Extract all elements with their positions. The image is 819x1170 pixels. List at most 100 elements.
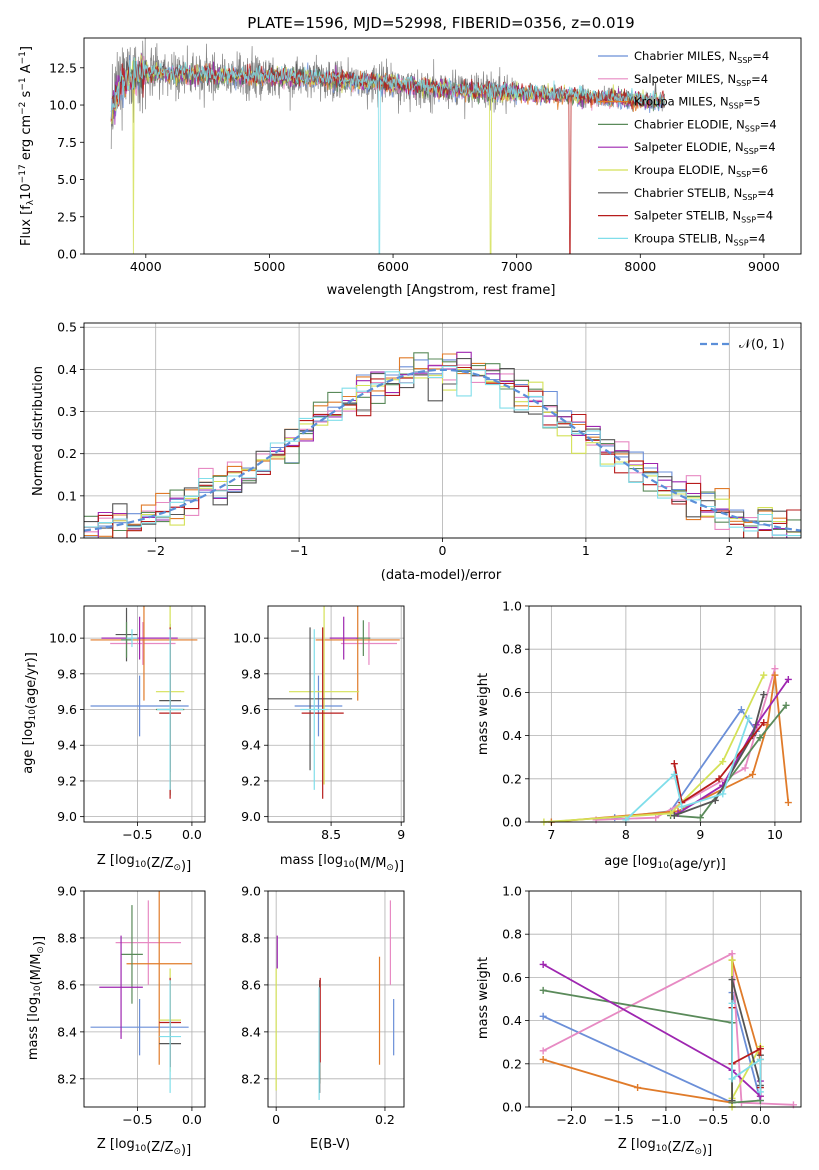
mass-vs-z-y-tick-label: 9.0 — [57, 884, 77, 899]
massweight-vs-z-marker-kroupa-miles — [634, 1084, 642, 1092]
massweight-vs-age-y-tick-label: 0.4 — [502, 728, 522, 743]
age-vs-mass-errorbars — [268, 606, 400, 799]
massweight-vs-z-marker-chabrier-elodie — [539, 986, 547, 994]
age-vs-z-y-tick-label: 9.0 — [57, 809, 77, 824]
massweight-vs-z-marker-chabrier-stelib — [728, 976, 736, 984]
massweight-vs-age-x-tick-label: 9 — [696, 827, 704, 842]
mass-vs-ebv-y-tick-label: 8.8 — [241, 930, 261, 945]
massweight-vs-z-marker-salpeter-elodie — [539, 960, 547, 968]
histogram-step-chabrier-elodie — [84, 352, 801, 532]
mass-vs-extinction-panel: 0 0.2 8.2 8.4 8.6 8.8 9.0 — [241, 884, 405, 1127]
legend-label-kroupa-stelib: Kroupa STELIB, NSSP=4 — [634, 231, 765, 247]
spectrum-panel: PLATE=1596, MJD=52998, FIBERID=0356, z=0… — [18, 14, 802, 298]
residual-x-tick-label: 2 — [725, 543, 733, 558]
mass-vs-ebv-y-tick-label: 9.0 — [241, 884, 261, 899]
spectrum-y-tick-label: 7.5 — [57, 135, 77, 150]
legend-label-kroupa-elodie: Kroupa ELODIE, NSSP=6 — [634, 163, 768, 179]
massweight-vs-age-marker-chabrier-stelib — [711, 796, 719, 804]
mass-vs-z-y-tick-label: 8.4 — [57, 1024, 77, 1039]
residual-legend: 𝒩(0, 1) — [700, 336, 785, 351]
mass-vs-ebv-y-tick-label: 8.2 — [241, 1071, 261, 1086]
spectrum-legend: Chabrier MILES, NSSP=4 Salpeter MILES, NS… — [598, 49, 777, 247]
massweight-vs-z-frame — [528, 890, 802, 1108]
legend-label-salpeter-miles: Salpeter MILES, NSSP=4 — [634, 72, 768, 88]
mass-vs-z-x-axis-label: Z [log10(Z/Z⊙)] — [97, 1137, 191, 1158]
massweight-vs-age-marker-kroupa-stelib — [678, 803, 686, 811]
massweight-vs-z-x-tick-label: −2.0 — [556, 1112, 586, 1127]
mass-vs-z-x-tick-label: −0.5 — [122, 1112, 152, 1127]
mass-vs-ebv-frame — [267, 890, 405, 1108]
massweight-vs-age-marker-kroupa-elodie — [667, 809, 675, 817]
residual-x-tick-label: 1 — [582, 543, 590, 558]
massweight-vs-z-marker-kroupa-stelib — [756, 1055, 764, 1063]
massweight-vs-age-marker-chabrier-miles — [737, 706, 745, 714]
mass-vs-z-errorbars — [90, 891, 192, 1093]
spectrum-y-tick-label: 5.0 — [57, 172, 77, 187]
massweight-vs-z-y-tick-label: 0.6 — [502, 970, 522, 985]
massweight-vs-z-marker-chabrier-miles — [539, 1012, 547, 1020]
spectrum-frame — [83, 37, 802, 255]
spectrum-x-axis-label: wavelength [Angstrom, rest frame] — [327, 283, 556, 298]
spectrum-lines — [110, 38, 666, 254]
age-vs-mass-frame — [267, 605, 405, 823]
age-vs-z-y-tick-label: 9.6 — [57, 702, 77, 717]
legend-label-salpeter-elodie: Salpeter ELODIE, NSSP=4 — [634, 140, 776, 156]
massweight-vs-age-marker-chabrier-elodie — [782, 701, 790, 709]
massweight-vs-age-marker-kroupa-elodie — [760, 671, 768, 679]
massweight-vs-age-marker-chabrier-elodie — [696, 814, 704, 822]
age-vs-mass-x-tick-label: 8.5 — [321, 827, 341, 842]
massweight-vs-z-x-tick-label: −1.0 — [651, 1112, 681, 1127]
residual-histogram-axes: −2 −1 0 1 2 0.0 0.1 0.2 0.3 0.4 0.5 — [57, 320, 802, 558]
mass-vs-ebv-errorbars — [275, 900, 395, 1100]
age-vs-z-x-axis-label: Z [log10(Z/Z⊙)] — [97, 853, 191, 874]
spectrum-model-line-kroupa-stelib — [110, 56, 665, 254]
massweight-vs-age-marker-chabrier-stelib — [760, 691, 768, 699]
age-vs-mass-x-tick-label: 9 — [397, 827, 405, 842]
mass-vs-ebv-x-tick-label: 0 — [272, 1112, 280, 1127]
massweight-vs-z-line-salpeter-miles — [542, 952, 794, 1106]
massweight-vs-age-marker-kroupa-miles — [784, 799, 792, 807]
legend-label-chabrier-miles: Chabrier MILES, NSSP=4 — [634, 49, 769, 65]
massweight-vs-age-marker-salpeter-stelib — [760, 719, 768, 727]
age-vs-z-y-tick-label: 9.8 — [57, 666, 77, 681]
massweight-vs-z-marker-salpeter-miles — [539, 1047, 547, 1055]
residual-x-tick-label: −1 — [290, 543, 308, 558]
massweight-vs-z-y-tick-label: 0.8 — [502, 927, 522, 942]
massweight-vs-z-y-tick-label: 0.2 — [502, 1056, 522, 1071]
mass-vs-metallicity-panel: −0.5 0.0 8.2 8.4 8.6 8.8 9.0 — [57, 884, 206, 1127]
massweight-vs-age-marker-kroupa-stelib — [745, 714, 753, 722]
massweight-vs-metallicity-panel: −2.0 −1.5 −1.0 −0.5 0.0 0.0 0.2 0.4 0.6 0.8 1.0 — [502, 884, 802, 1127]
age-vs-metallicity-panel: −0.5 0.0 9.0 9.2 9.4 9.6 9.8 10.0 — [49, 605, 206, 842]
spectrum-y-tick-label: 10.0 — [49, 98, 77, 113]
massweight-vs-age-marker-salpeter-miles — [741, 764, 749, 772]
massweight-vs-age-line-chabrier-elodie — [670, 704, 787, 819]
massweight-vs-age-marker-salpeter-stelib — [715, 775, 723, 783]
massweight-vs-z-x-tick-label: −1.5 — [604, 1112, 634, 1127]
massweight-vs-z-y-axis-label: mass weight — [476, 957, 491, 1039]
massweight-vs-z-line-kroupa-stelib — [731, 1003, 762, 1092]
legend-label-kroupa-miles: Kroupa MILES, NSSP=5 — [634, 95, 760, 111]
legend-label-salpeter-stelib: Salpeter STELIB, NSSP=4 — [634, 209, 773, 225]
age-vs-z-y-axis-label: age [log10(age/yr)] — [21, 652, 39, 774]
age-vs-mass-y-tick-label: 9.8 — [241, 666, 261, 681]
mass-vs-z-y-tick-label: 8.8 — [57, 930, 77, 945]
massweight-vs-age-marker-chabrier-stelib — [670, 812, 678, 820]
massweight-vs-z-marker-chabrier-stelib — [728, 1097, 736, 1105]
residual-y-tick-label: 0.3 — [57, 404, 77, 419]
massweight-vs-age-marker-chabrier-elodie — [756, 734, 764, 742]
massweight-vs-age-marker-kroupa-miles — [749, 770, 757, 778]
spectrum-x-tick-label: 5000 — [254, 259, 286, 274]
mass-vs-z-frame — [83, 890, 206, 1108]
massweight-vs-age-x-axis-label: age [log10(age/yr)] — [604, 854, 726, 872]
spectrum-x-tick-label: 9000 — [748, 259, 780, 274]
age-vs-z-frame — [83, 605, 206, 823]
age-vs-mass-y-tick-label: 10.0 — [233, 631, 261, 646]
age-vs-z-y-tick-label: 10.0 — [49, 631, 77, 646]
massweight-vs-age-y-tick-label: 0.2 — [502, 771, 522, 786]
mass-vs-z-y-tick-label: 8.6 — [57, 977, 77, 992]
massweight-vs-z-marker-kroupa-miles — [539, 1055, 547, 1063]
massweight-vs-z-marker-kroupa-elodie — [728, 956, 736, 964]
residual-y-tick-label: 0.0 — [57, 531, 77, 546]
residual-y-tick-label: 0.5 — [57, 320, 77, 335]
massweight-vs-z-y-tick-label: 1.0 — [502, 884, 522, 899]
